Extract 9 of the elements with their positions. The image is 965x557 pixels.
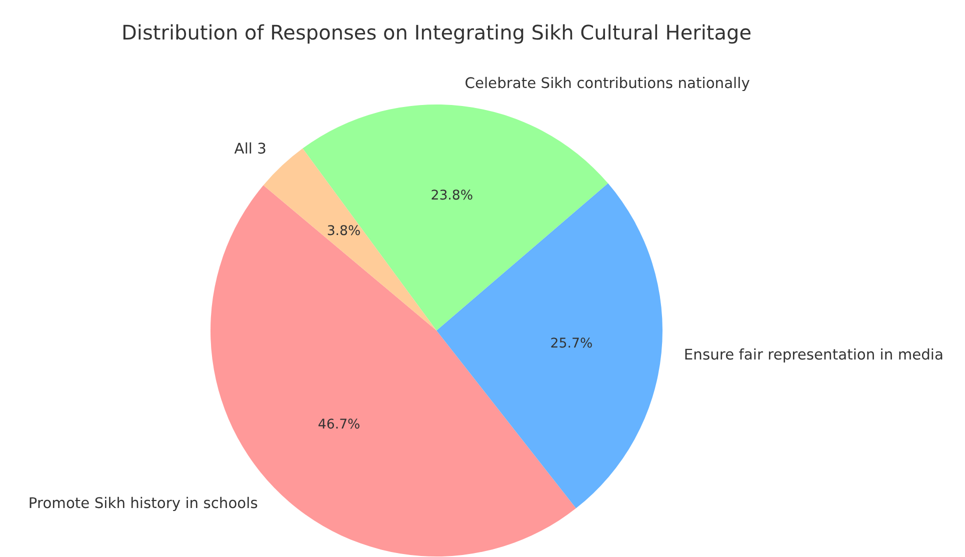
- slice-label: Ensure fair representation in media: [684, 346, 944, 364]
- slice-label: All 3: [234, 140, 266, 158]
- slice-label: Promote Sikh history in schools: [28, 494, 258, 512]
- data-label: 3.8%: [326, 224, 361, 240]
- data-label: 25.7%: [550, 336, 593, 352]
- slice-label: Celebrate Sikh contributions nationally: [464, 75, 750, 92]
- data-label: 23.8%: [430, 188, 474, 204]
- data-label: 46.7%: [318, 417, 360, 432]
- chart-title: Distribution of Responses on Integrating Sikh Cultural Heritage: [122, 20, 752, 44]
